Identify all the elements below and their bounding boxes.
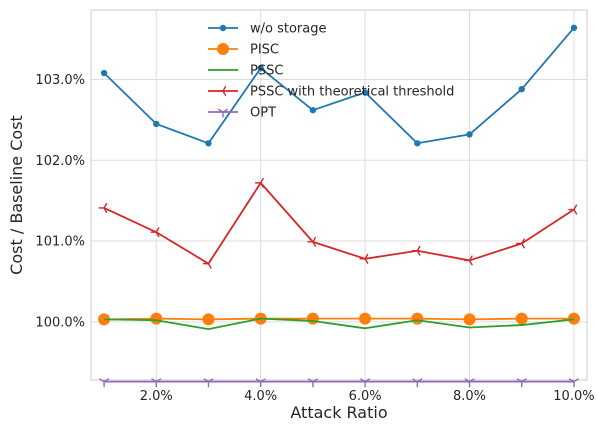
- y-axis-title: Cost / Baseline Cost: [7, 115, 26, 275]
- data-point-w-o-storage: [309, 106, 317, 114]
- legend-label: PSSC: [250, 64, 283, 79]
- x-tick-label: 10.0%: [553, 389, 594, 404]
- data-point-w-o-storage: [153, 120, 160, 128]
- x-tick-label: 4.0%: [244, 389, 277, 404]
- x-tick-label: 8.0%: [453, 389, 486, 404]
- data-point-opt: [360, 378, 371, 388]
- data-point-opt: [568, 378, 579, 388]
- legend-label: PISC: [250, 43, 279, 58]
- data-point-w-o-storage: [466, 131, 473, 138]
- series-pssc-with-theoretical-threshold: [98, 177, 578, 269]
- legend-marker: [217, 108, 229, 118]
- data-point-opt: [255, 378, 266, 388]
- data-point-w-o-storage: [518, 85, 525, 93]
- data-point-pisc: [411, 312, 424, 325]
- legend: w/o storage PISC PSSC PSSC with theoretical…: [208, 22, 454, 121]
- series-layer: [98, 24, 580, 388]
- data-point-w-o-storage: [257, 64, 264, 72]
- data-point-pssc-with-theoretical-threshold: [202, 258, 212, 269]
- series-line-pssc-with-theoretical-threshold: [103, 181, 575, 265]
- data-point-w-o-storage: [570, 24, 578, 31]
- data-point-pisc: [515, 312, 528, 325]
- legend-item-w-o-storage: w/o storage: [208, 22, 326, 37]
- data-point-w-o-storage: [100, 69, 108, 77]
- data-point-pssc-with-theoretical-threshold: [516, 238, 525, 249]
- data-point-pisc: [463, 313, 476, 326]
- legend-label: w/o storage: [250, 22, 326, 37]
- data-point-pssc-with-theoretical-threshold: [568, 204, 578, 215]
- data-point-opt: [151, 378, 162, 388]
- data-point-opt: [516, 378, 527, 388]
- data-point-pisc: [202, 313, 215, 326]
- series-line-w-o-storage: [103, 27, 575, 145]
- x-axis-title: Attack Ratio: [290, 403, 387, 422]
- data-point-pssc-with-theoretical-threshold: [254, 177, 264, 188]
- data-point-w-o-storage: [205, 140, 212, 147]
- legend-item-pssc: PSSC: [208, 64, 283, 79]
- series-line-pssc: [104, 317, 575, 331]
- legend-marker: [217, 43, 229, 55]
- y-tick-label: 103.0%: [35, 73, 85, 88]
- legend-label: OPT: [250, 106, 276, 121]
- legend-marker: [217, 85, 227, 97]
- data-point-pssc-with-theoretical-threshold: [98, 202, 108, 213]
- legend-label: PSSC with theoretical threshold: [250, 85, 454, 100]
- data-point-pisc: [567, 312, 580, 325]
- data-point-opt: [412, 378, 423, 388]
- series-pssc: [104, 317, 575, 331]
- series-w-o-storage: [100, 24, 578, 147]
- legend-marker: [219, 24, 227, 32]
- y-tick-label: 101.0%: [35, 235, 85, 250]
- x-tick-label: 6.0%: [349, 389, 382, 404]
- series-opt: [99, 378, 579, 388]
- y-tick-label: 100.0%: [35, 315, 85, 330]
- series-pisc: [98, 312, 580, 326]
- data-point-pssc-with-theoretical-threshold: [307, 236, 317, 247]
- data-point-opt: [464, 378, 475, 388]
- data-point-w-o-storage: [361, 89, 369, 96]
- data-point-pssc-with-theoretical-threshold: [463, 255, 473, 266]
- series-line-pisc: [104, 317, 574, 321]
- data-point-pisc: [150, 312, 163, 325]
- data-point-opt: [307, 378, 318, 388]
- y-tick-label: 102.0%: [35, 154, 85, 169]
- data-point-pisc: [306, 312, 319, 325]
- plot-frame: [90, 9, 588, 381]
- data-point-pssc-with-theoretical-threshold: [411, 245, 421, 256]
- data-point-pssc-with-theoretical-threshold: [359, 253, 369, 264]
- x-tick-label: 2.0%: [140, 389, 173, 404]
- grid-layer: [91, 10, 587, 380]
- data-point-opt: [99, 378, 110, 388]
- data-point-pssc-with-theoretical-threshold: [150, 227, 160, 238]
- tick-labels: 2.0% 4.0% 6.0% 8.0% 10.0% 100.0% 101.0% 102.0% 1…: [35, 73, 594, 404]
- data-point-pisc: [359, 312, 372, 325]
- data-point-opt: [203, 378, 214, 388]
- legend-item-pssc-with-theoretical-threshold: PSSC with theoretical threshold: [208, 85, 454, 100]
- legend-item-pisc: PISC: [208, 43, 279, 58]
- legend-item-opt: OPT: [208, 106, 276, 121]
- data-point-w-o-storage: [414, 140, 421, 147]
